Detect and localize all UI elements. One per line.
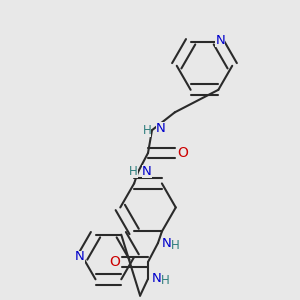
- Text: N: N: [152, 272, 162, 285]
- Text: N: N: [75, 250, 85, 263]
- Text: H: H: [143, 124, 152, 137]
- Text: H: H: [129, 165, 137, 178]
- Text: H: H: [171, 238, 180, 252]
- Text: N: N: [162, 237, 172, 250]
- Text: O: O: [177, 146, 188, 160]
- Text: O: O: [109, 255, 120, 269]
- Text: H: H: [161, 274, 170, 287]
- Text: N: N: [142, 165, 152, 178]
- Text: N: N: [156, 122, 166, 135]
- Text: N: N: [215, 34, 225, 47]
